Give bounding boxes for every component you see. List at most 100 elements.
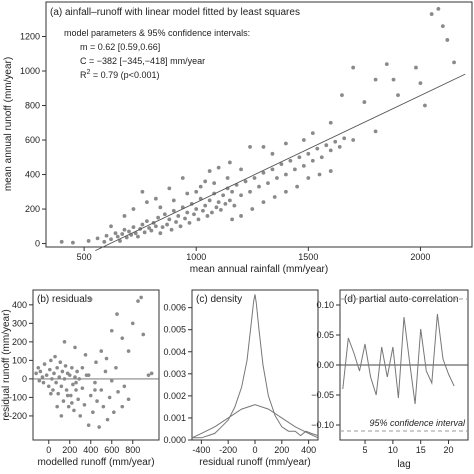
panel-a-point	[362, 100, 367, 104]
panel-b-point	[50, 377, 54, 381]
panel-a-frame	[45, 1, 473, 248]
panel-a-point	[261, 170, 266, 175]
panel-b-point	[80, 386, 85, 390]
panel-a-point	[250, 207, 255, 211]
panel-a-point	[328, 120, 333, 125]
panel-a-point	[279, 162, 284, 167]
panel-b-point	[78, 414, 83, 418]
panel-a-point	[301, 164, 306, 168]
panel-a-annotation-r2: R2 = 0.79 (p<0.001)	[80, 69, 159, 80]
panel-b-ytick-label: 200	[12, 337, 27, 347]
panel-b-xlabel: modelled runoff (mm/year)	[37, 457, 154, 468]
panel-a-point	[324, 143, 329, 148]
panel-d-title: (d) partial auto-correlation	[344, 294, 459, 305]
panel-b-marks: 0 200 400 600 800 -200 -100 0 100 200 300 400	[9, 295, 159, 455]
panel-b-point	[116, 390, 120, 394]
panel-c-series-line-1	[192, 294, 319, 439]
panel-a-point	[153, 196, 158, 201]
panel-a-point	[120, 232, 125, 236]
panel-a-point	[266, 181, 270, 186]
panel-b-point	[104, 356, 109, 361]
panel-a-point	[288, 158, 293, 163]
panel-a-point	[337, 145, 342, 149]
panel-b-point	[80, 365, 85, 370]
panel-a-point	[71, 240, 75, 245]
panel-b-point	[109, 328, 114, 333]
r2-letter: R	[80, 70, 87, 80]
panel-a-point	[218, 208, 223, 212]
panel-a-point	[176, 214, 181, 218]
panel-b-point	[86, 373, 91, 377]
panel-b-point	[55, 365, 59, 370]
panel-c-ytick-label: 0.006	[163, 303, 186, 313]
panel-c-title: (c) density	[196, 294, 242, 305]
panel-b-point	[71, 382, 75, 387]
r2-superscript: 2	[87, 69, 91, 76]
panel-d: (d) partial auto-correlation 5 10 15 20 −0.1…	[311, 289, 469, 470]
panel-a-point	[272, 195, 277, 199]
panel-b-ylabel: residual runoff (mm/year)	[1, 309, 12, 421]
panel-b-point	[114, 365, 118, 370]
panel-a-point	[136, 234, 140, 239]
panel-b-point	[136, 299, 140, 303]
panel-b-point	[99, 349, 104, 353]
panel-b-point	[112, 410, 116, 415]
panel-b-point	[58, 360, 63, 365]
panel-a-point	[142, 230, 147, 235]
panel-b-point	[91, 410, 95, 415]
panel-c: (c) density -400 -200 0 200 400 0.000 0.001 0.0…	[163, 289, 319, 468]
panel-a-point	[310, 131, 315, 136]
panel-b-point	[37, 378, 42, 383]
panel-b-point	[46, 384, 51, 389]
panel-c-xtick-label: 200	[274, 445, 289, 455]
panel-a-point	[319, 155, 324, 160]
panel-a-point	[178, 224, 183, 229]
panel-b-point	[42, 362, 47, 366]
panel-a-point	[261, 145, 266, 149]
panel-a-point	[243, 179, 248, 184]
panel-b-xtick-label: 400	[83, 445, 98, 455]
panel-b-point	[105, 417, 110, 422]
panel-b-ytick-label: 400	[12, 300, 27, 310]
panel-b-point	[107, 395, 112, 400]
panel-b-point	[76, 397, 80, 402]
panel-b-point	[149, 371, 154, 376]
panel-a-fit-line	[95, 73, 466, 252]
panel-b-frame	[32, 289, 160, 441]
panel-a-point	[239, 193, 243, 198]
panel-a-point	[95, 236, 100, 241]
panel-a-ytick-label: 800	[25, 101, 40, 111]
panel-a-point	[180, 176, 185, 180]
panel-b-point	[139, 295, 143, 300]
panel-b-point	[95, 399, 99, 403]
panel-b-point	[44, 373, 49, 377]
panel-b-ytick-label: 0	[22, 374, 27, 384]
panel-c-xlabel: residual runoff (mm/year)	[199, 457, 311, 468]
panel-a-point	[216, 165, 221, 170]
panel-a-point	[169, 227, 174, 232]
panel-a-annotation-c: C = −382 [−345,−418] mm/year	[80, 56, 205, 66]
panel-d-ytick-label: −0.10	[311, 420, 334, 430]
panel-d-ytick-label: 0.10	[316, 300, 334, 310]
panel-b-point	[69, 393, 73, 398]
panel-a-point	[295, 184, 300, 189]
panel-c-xtick-label: -200	[219, 445, 237, 455]
panel-b-xtick-label: 0	[46, 445, 51, 455]
panel-b-point	[120, 404, 125, 409]
panel-b-point	[77, 377, 81, 381]
panel-a-point	[248, 189, 252, 194]
panel-a-ylabel: mean annual runoff (mm/year)	[3, 57, 14, 191]
panel-a-point	[423, 103, 427, 108]
panel-a-point	[452, 60, 456, 65]
panel-a-point	[270, 167, 275, 172]
panel-a-point	[351, 138, 356, 142]
panel-a-point	[203, 179, 208, 184]
panel-b-point	[74, 388, 78, 392]
panel-a-point	[248, 145, 252, 149]
panel-a-point	[109, 237, 113, 242]
panel-a-point	[373, 77, 378, 82]
panel-a-point	[140, 222, 145, 227]
panel-a-point	[227, 160, 232, 165]
panel-b-point	[86, 423, 91, 427]
panel-d-xtick-label: 10	[388, 445, 398, 455]
